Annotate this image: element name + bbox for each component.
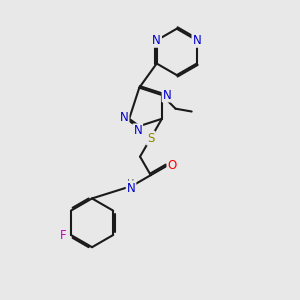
Text: O: O (167, 159, 177, 172)
Text: N: N (134, 124, 142, 137)
Text: N: N (127, 182, 135, 195)
Text: N: N (163, 88, 171, 101)
Text: N: N (152, 34, 161, 47)
Text: N: N (193, 34, 201, 47)
Text: F: F (60, 229, 67, 242)
Text: N: N (120, 111, 128, 124)
Text: H: H (127, 179, 135, 189)
Text: S: S (147, 132, 154, 145)
